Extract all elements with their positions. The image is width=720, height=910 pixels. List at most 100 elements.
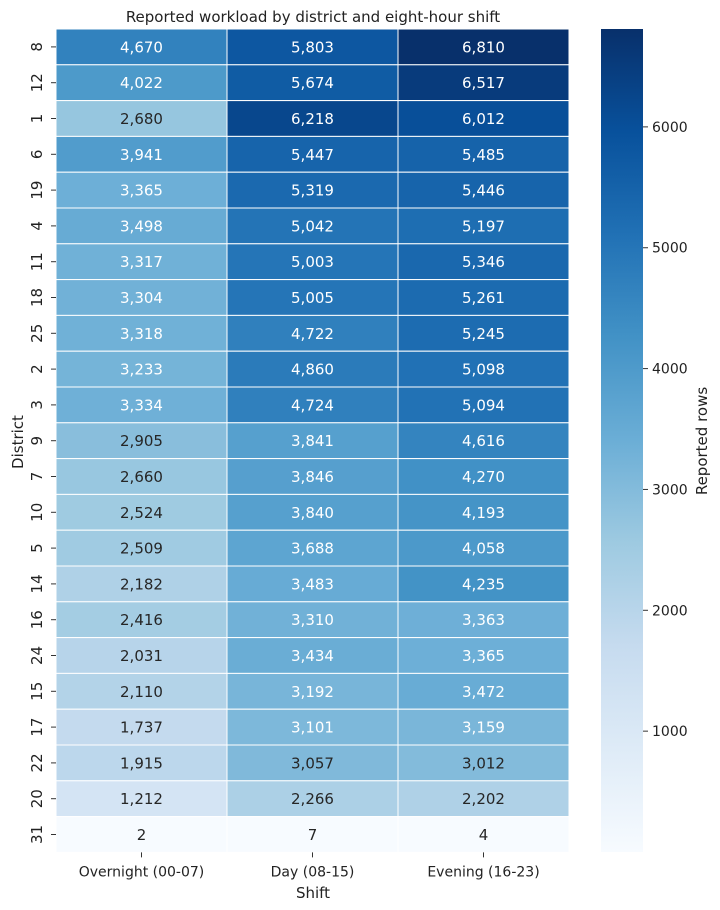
heatmap-cell <box>397 816 570 853</box>
cell-value-label: 5,485 <box>462 146 505 164</box>
row-tick-label: 10 <box>28 503 46 522</box>
row-tick-label: 18 <box>28 288 46 307</box>
cell-value-label: 2,660 <box>120 468 163 486</box>
row-tick-label: 5 <box>28 543 46 553</box>
heatmap-cell <box>55 672 228 710</box>
colorbar-tick-label: 5000 <box>652 241 688 257</box>
heatmap-cell <box>397 493 570 531</box>
column-tick-label: Evening (16-23) <box>427 864 539 880</box>
heatmap-cell <box>397 458 570 495</box>
cell-value-label: 3,318 <box>120 325 163 343</box>
cell-value-label: 3,233 <box>120 361 163 379</box>
column-tick-labels: Overnight (00-07) Day (08-15) Evening (16-… <box>79 852 540 880</box>
row-tick-label: 19 <box>28 181 46 200</box>
cell-value-label: 3,365 <box>462 647 505 665</box>
cell-value-label: 4,270 <box>462 468 505 486</box>
cell-value-label: 2,110 <box>120 683 163 701</box>
row-tick-label: 16 <box>28 610 46 629</box>
cell-value-label: 5,446 <box>462 182 505 200</box>
cell-value-label: 2,416 <box>120 611 163 629</box>
cell-value-label: 4,022 <box>120 74 163 92</box>
cell-value-label: 2,905 <box>120 432 163 450</box>
cell-value-label: 3,472 <box>462 683 505 701</box>
heatmap-cell <box>397 64 570 102</box>
heatmap-cells: 4,670 5,803 6,810 4,022 5,674 6,517 2,680 6,218… <box>55 28 570 853</box>
cell-value-label: 6,810 <box>462 38 505 56</box>
cell-value-label: 3,334 <box>120 396 163 414</box>
cell-value-label: 2 <box>137 826 147 844</box>
heatmap-cell <box>397 386 570 424</box>
row-tick-label: 7 <box>28 472 46 482</box>
column-tick-label: Overnight (00-07) <box>79 864 205 880</box>
cell-value-label: 3,688 <box>291 540 334 558</box>
cell-value-label: 2,202 <box>462 790 505 808</box>
cell-value-label: 3,483 <box>291 575 334 593</box>
cell-value-label: 4,860 <box>291 361 334 379</box>
cell-value-label: 3,498 <box>120 217 163 235</box>
heatmap-cell <box>55 458 228 495</box>
cell-value-label: 2,031 <box>120 647 163 665</box>
heatmap-cell <box>226 100 399 137</box>
colorbar-label: Reported rows <box>693 387 711 496</box>
heatmap-cell <box>55 780 228 818</box>
cell-value-label: 1,212 <box>120 790 163 808</box>
heatmap-cell <box>397 135 570 173</box>
heatmap-cell <box>226 565 399 603</box>
cell-value-label: 1,915 <box>120 754 163 772</box>
cell-value-label: 3,101 <box>291 719 334 737</box>
row-tick-label: 12 <box>28 73 46 92</box>
cell-value-label: 1,737 <box>120 719 163 737</box>
heatmap-cell <box>226 601 399 639</box>
heatmap-cell <box>226 708 399 746</box>
cell-value-label: 4,724 <box>291 396 334 414</box>
heatmap-cell <box>397 279 570 316</box>
heatmap-cell <box>226 243 399 281</box>
heatmap-cell <box>55 279 228 316</box>
cell-value-label: 2,680 <box>120 110 163 128</box>
colorbar-tick-label: 6000 <box>652 120 688 136</box>
heatmap-cell <box>55 744 228 782</box>
cell-value-label: 2,524 <box>120 504 163 522</box>
cell-value-label: 4,670 <box>120 38 163 56</box>
heatmap-cell <box>55 350 228 388</box>
heatmap-cell <box>55 493 228 531</box>
cell-value-label: 5,261 <box>462 289 505 307</box>
heatmap-cell <box>226 637 399 674</box>
row-tick-label: 17 <box>28 718 46 737</box>
heatmap-cell <box>397 243 570 281</box>
cell-value-label: 3,012 <box>462 754 505 772</box>
heatmap-cell <box>55 601 228 639</box>
cell-value-label: 3,941 <box>120 146 163 164</box>
cell-value-label: 3,317 <box>120 253 163 271</box>
row-tick-label: 20 <box>28 789 46 808</box>
heatmap-cell <box>55 28 228 66</box>
row-tick-label: 6 <box>28 150 46 160</box>
cell-value-label: 5,042 <box>291 217 334 235</box>
row-tick-label: 1 <box>28 114 46 124</box>
heatmap-cell <box>397 28 570 66</box>
heatmap-cell <box>55 135 228 173</box>
cell-value-label: 3,159 <box>462 719 505 737</box>
heatmap-cell <box>397 780 570 818</box>
cell-value-label: 4,722 <box>291 325 334 343</box>
heatmap-cell <box>55 243 228 281</box>
cell-value-label: 4,235 <box>462 575 505 593</box>
row-tick-label: 4 <box>28 221 46 231</box>
heatmap-cell <box>397 314 570 352</box>
cell-value-label: 3,434 <box>291 647 334 665</box>
row-tick-label: 15 <box>28 682 46 701</box>
cell-value-label: 5,674 <box>291 74 334 92</box>
cell-value-label: 5,346 <box>462 253 505 271</box>
row-tick-label: 8 <box>28 42 46 52</box>
colorbar <box>601 29 643 852</box>
cell-value-label: 3,363 <box>462 611 505 629</box>
cell-value-label: 3,846 <box>291 468 334 486</box>
colorbar-tick-label: 2000 <box>652 603 688 619</box>
heatmap-cell <box>55 314 228 352</box>
y-axis-label: District <box>9 415 27 469</box>
heatmap-cell <box>55 386 228 424</box>
cell-value-label: 5,319 <box>291 182 334 200</box>
heatmap-cell <box>226 171 399 209</box>
row-tick-label: 24 <box>28 646 46 665</box>
